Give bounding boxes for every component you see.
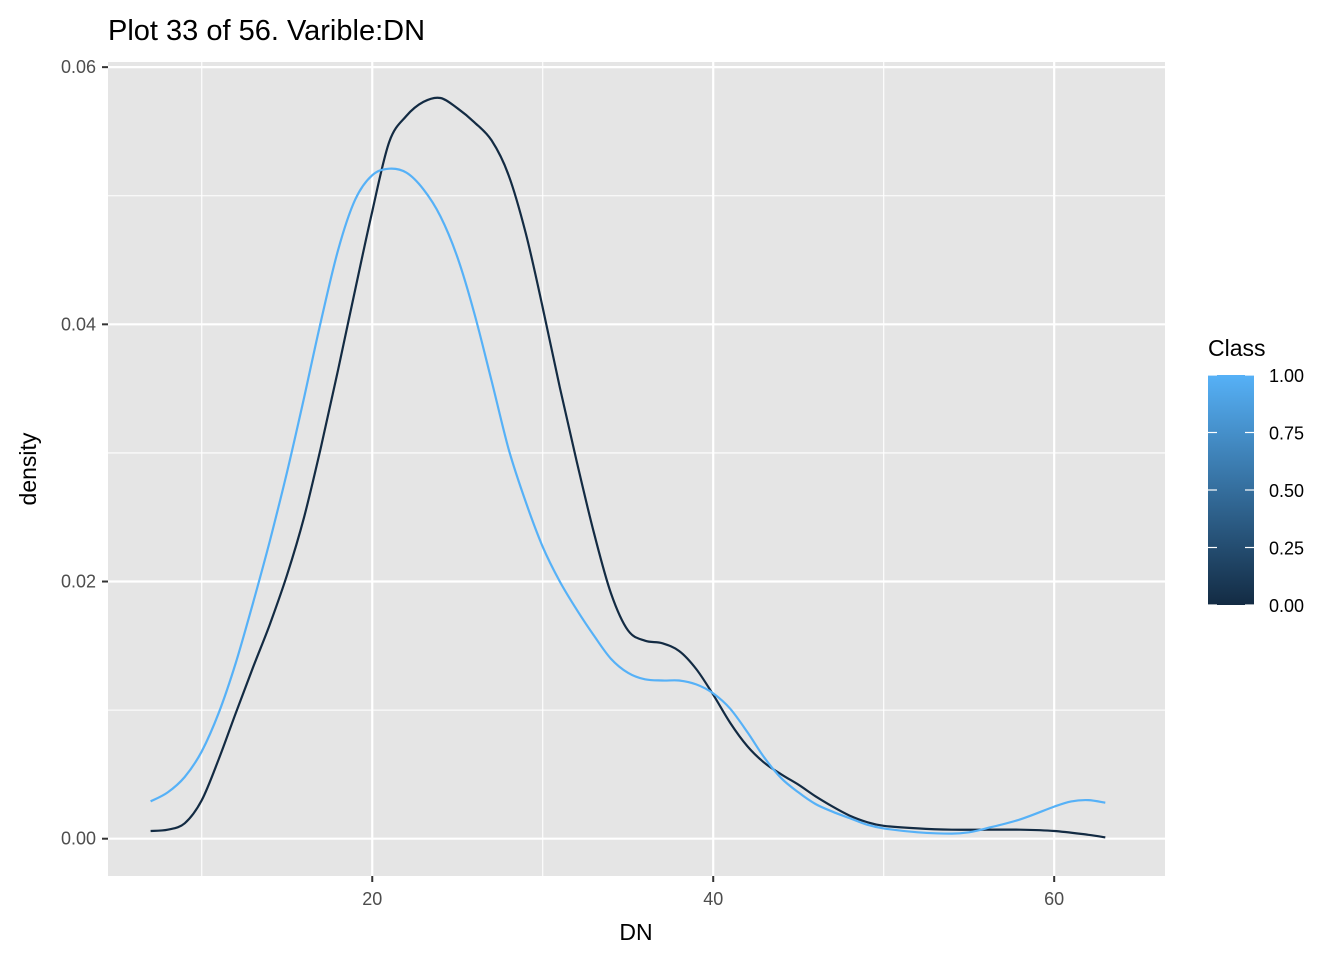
legend-label: 0.75 [1269,424,1304,444]
x-tick-label: 40 [703,889,723,909]
x-axis-title: DN [619,919,652,945]
y-tick-label: 0.04 [61,314,96,334]
series-layer [150,96,1106,839]
legend-label: 0.00 [1269,596,1304,616]
legend: Class 1.00 0.75 0.50 0.25 0.00 [1208,335,1304,616]
legend-title: Class [1208,335,1266,361]
density-line-class-0 [150,96,1106,839]
x-axis: 20 40 60 [362,876,1064,909]
grid-minor [108,62,1165,876]
y-axis-title: density [15,432,41,505]
y-tick-label: 0.02 [61,572,96,592]
y-tick-label: 0.00 [61,829,96,849]
y-axis: 0.00 0.02 0.04 0.06 [61,57,108,849]
chart-title: Plot 33 of 56. Varible:DN [108,15,425,47]
legend-label: 1.00 [1269,366,1304,386]
plot-panel [108,62,1165,876]
legend-ticks: 1.00 0.75 0.50 0.25 0.00 [1208,366,1304,616]
y-tick-label: 0.06 [61,57,96,77]
x-tick-label: 60 [1044,889,1064,909]
x-tick-label: 20 [362,889,382,909]
density-line-class-1 [150,167,1106,835]
legend-label: 0.25 [1269,539,1304,559]
legend-label: 0.50 [1269,481,1304,501]
